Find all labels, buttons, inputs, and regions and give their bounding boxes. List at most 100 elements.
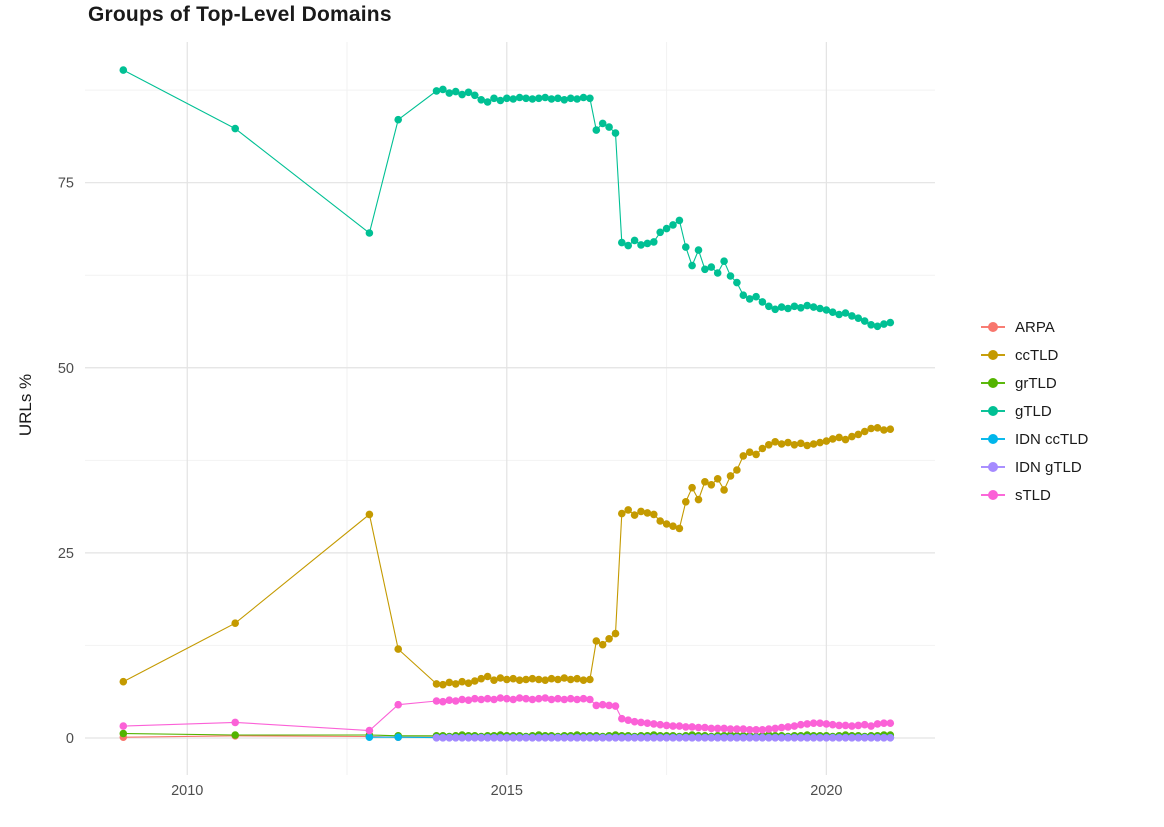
data-point: [598, 640, 607, 649]
data-point: [790, 734, 799, 742]
data-point: [784, 304, 792, 313]
data-point: [816, 734, 824, 742]
data-point: [777, 303, 786, 311]
data-point: [720, 724, 728, 733]
data-point: [528, 674, 537, 683]
data-point: [483, 98, 492, 106]
legend-label: IDN gTLD: [1015, 458, 1082, 476]
data-point: [439, 680, 447, 689]
data-point: [886, 318, 895, 327]
legend-key-icon: [980, 318, 1006, 336]
data-point: [119, 677, 128, 686]
data-point: [618, 238, 626, 247]
data-point: [669, 221, 677, 229]
data-point: [713, 269, 722, 277]
x-tick-label: 2020: [810, 783, 842, 799]
data-point: [477, 674, 486, 683]
data-point: [643, 509, 652, 517]
data-point: [790, 441, 799, 449]
data-point: [707, 724, 716, 733]
legend-item-gtld: gTLD: [980, 400, 1088, 422]
data-point: [231, 124, 239, 133]
data-point: [720, 734, 728, 742]
data-point: [547, 695, 556, 704]
data-point: [630, 236, 639, 245]
data-point: [592, 701, 601, 710]
data-point: [560, 734, 569, 742]
data-point: [848, 722, 856, 730]
data-point: [464, 88, 473, 97]
data-point: [365, 733, 374, 741]
data-point: [822, 720, 831, 728]
data-point: [790, 722, 799, 730]
data-point: [560, 96, 569, 104]
data-point: [598, 734, 607, 742]
data-point: [701, 478, 709, 486]
data-point: [809, 440, 818, 448]
data-point: [637, 718, 645, 727]
data-point: [656, 228, 664, 237]
data-point: [630, 734, 639, 742]
data-point: [496, 674, 505, 682]
data-point: [867, 321, 875, 329]
data-point: [745, 448, 754, 457]
data-point: [771, 734, 779, 742]
legend-key-icon: [980, 458, 1006, 476]
data-point: [880, 320, 888, 328]
data-point: [688, 483, 696, 492]
data-point: [733, 734, 741, 742]
y-tick-label: 25: [58, 546, 74, 562]
legend-key-dot: [988, 462, 998, 472]
chart-title: Groups of Top-Level Domains: [88, 3, 392, 26]
data-point: [483, 672, 492, 681]
data-point: [522, 94, 530, 103]
data-point: [701, 734, 709, 742]
legend-item-cctld: ccTLD: [980, 344, 1088, 366]
data-point: [365, 229, 374, 237]
data-point: [439, 85, 447, 94]
data-point: [579, 694, 588, 703]
data-point: [432, 734, 441, 742]
series-cctld: [119, 424, 895, 689]
data-point: [509, 95, 517, 103]
series-stld: [119, 694, 895, 735]
data-point: [675, 216, 684, 225]
data-point: [752, 734, 760, 742]
data-point: [119, 66, 128, 74]
data-point: [547, 95, 556, 103]
data-point: [758, 298, 767, 306]
data-point: [682, 734, 690, 742]
data-point: [477, 96, 486, 104]
data-point: [784, 734, 792, 742]
data-point: [624, 241, 632, 250]
series-idn-gtld: [432, 734, 895, 742]
data-point: [707, 263, 716, 271]
data-point: [490, 676, 498, 684]
data-point: [860, 720, 869, 729]
data-point: [630, 511, 639, 519]
data-point: [752, 292, 760, 301]
data-point: [394, 115, 403, 124]
data-point: [445, 734, 454, 742]
data-point: [656, 517, 664, 525]
data-point: [464, 679, 473, 687]
data-point: [451, 697, 460, 705]
data-point: [880, 426, 888, 434]
data-point: [739, 452, 748, 460]
data-point: [656, 734, 664, 742]
data-point: [490, 695, 498, 704]
data-point: [522, 675, 530, 684]
data-point: [701, 265, 709, 274]
legend: ARPA ccTLD grTLD gTLD IDN ccTLD IDN gTLD sTLD: [980, 316, 1088, 506]
data-point: [528, 695, 537, 704]
data-point: [618, 714, 626, 723]
legend-key-icon: [980, 430, 1006, 448]
data-point: [682, 498, 690, 506]
data-point: [682, 243, 690, 251]
data-point: [854, 734, 863, 742]
data-point: [797, 720, 805, 729]
data-point: [509, 734, 517, 742]
data-point: [682, 723, 690, 731]
data-point: [509, 674, 517, 683]
data-point: [809, 734, 818, 742]
